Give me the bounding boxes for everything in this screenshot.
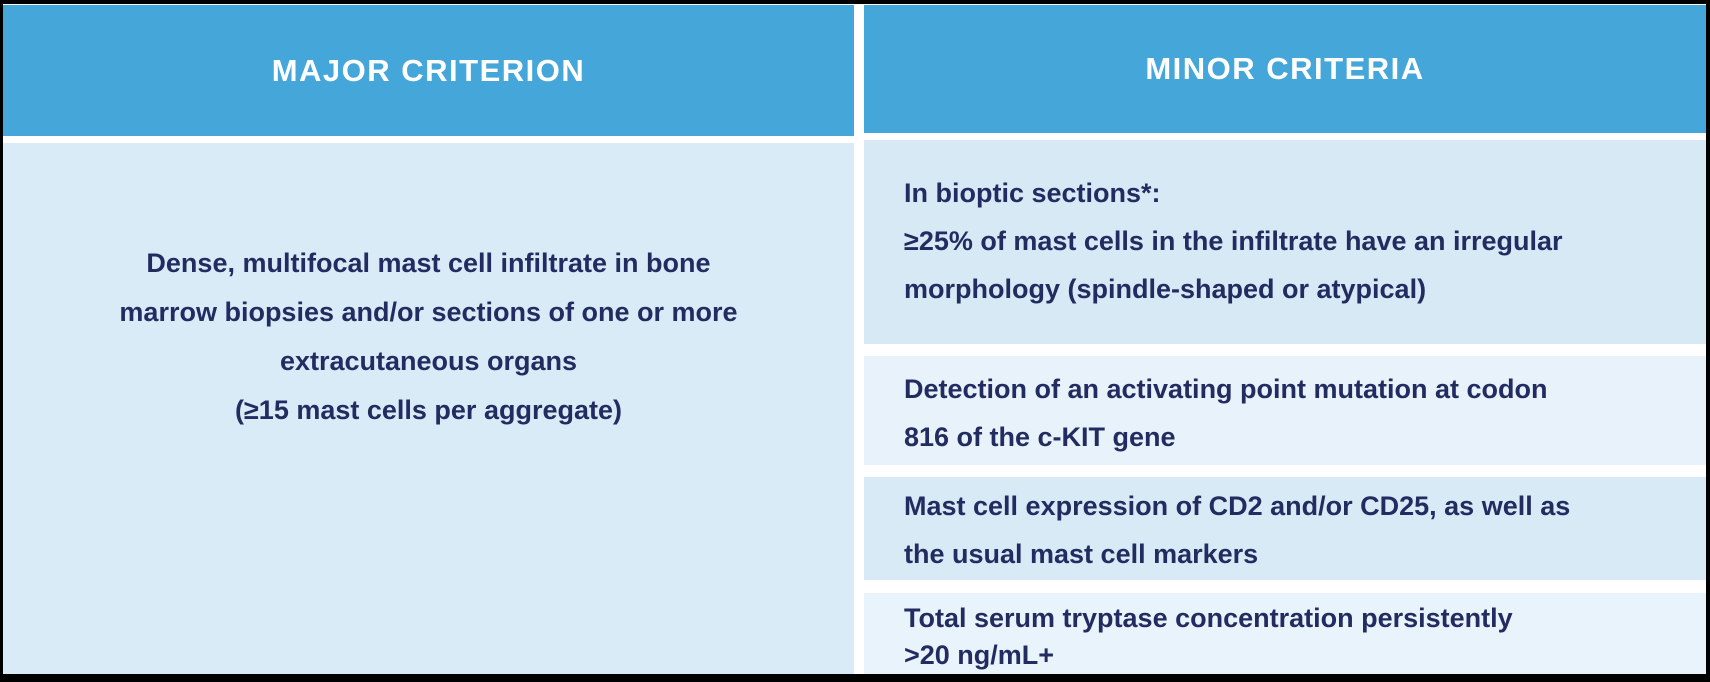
criteria-table: MAJOR CRITERION Dense, multifocal mast c…	[3, 4, 1706, 674]
major-criterion-column: MAJOR CRITERION Dense, multifocal mast c…	[3, 4, 854, 674]
major-criterion-cell: Dense, multifocal mast cell infiltrate i…	[3, 143, 854, 674]
minor-criterion-ckit-mutation: Detection of an activating point mutatio…	[864, 355, 1706, 465]
minor-criterion-serum-tryptase: Total serum tryptase concentration persi…	[864, 593, 1706, 674]
minor-criterion-morphology: In bioptic sections*: ≥25% of mast cells…	[864, 140, 1706, 344]
minor-criteria-column: MINOR CRITERIA In bioptic sections*: ≥25…	[864, 4, 1706, 674]
minor-criteria-header: MINOR CRITERIA	[864, 5, 1706, 134]
major-criterion-header: MAJOR CRITERION	[3, 5, 854, 136]
minor-criterion-cd2-cd25-expression: Mast cell expression of CD2 and/or CD25,…	[864, 476, 1706, 580]
